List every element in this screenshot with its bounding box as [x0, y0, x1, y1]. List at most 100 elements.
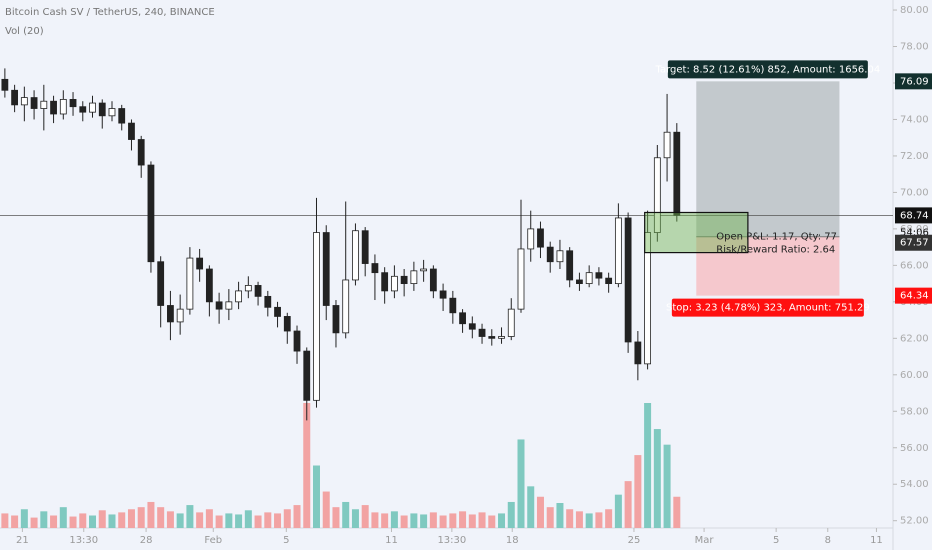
- volume-bar: [468, 514, 476, 528]
- candle-body: [644, 232, 651, 365]
- volume-bar: [478, 512, 486, 528]
- volume-bar: [605, 509, 613, 528]
- volume-bar: [381, 513, 389, 528]
- volume-bar: [595, 512, 603, 528]
- volume-bar: [157, 507, 165, 528]
- x-tick-label: 18: [506, 535, 519, 546]
- volume-bar: [244, 510, 252, 528]
- candle-body: [157, 261, 165, 306]
- candle-body: [79, 106, 87, 113]
- candle-body: [546, 246, 554, 263]
- candle-body: [215, 301, 223, 310]
- volume-bar: [98, 510, 106, 528]
- volume-bar: [536, 496, 544, 528]
- candle-body: [30, 97, 38, 109]
- volume-bar: [166, 511, 174, 528]
- pnl-label: Open P&L: 1.17, Qty: 77: [716, 232, 837, 243]
- y-tick-label: 52.00: [900, 516, 929, 527]
- candle-body: [59, 98, 67, 115]
- volume-bar: [517, 439, 525, 528]
- volume-bar: [108, 514, 116, 528]
- candle-body: [468, 323, 476, 330]
- candle-body: [264, 295, 272, 308]
- stop-label-bg: [671, 298, 864, 317]
- candle-body: [537, 228, 544, 248]
- candle-body: [89, 102, 96, 113]
- candle-body: [595, 272, 603, 279]
- volume-bar: [264, 512, 272, 528]
- candle-body: [371, 263, 379, 274]
- entry-badge-bg: [895, 234, 932, 251]
- candle-body: [576, 279, 583, 285]
- volume-bar: [186, 505, 194, 528]
- y-tick-label: 70.00: [900, 187, 929, 198]
- candle-body: [332, 305, 340, 334]
- volume-bar: [196, 512, 204, 528]
- candle-body: [313, 232, 320, 401]
- volume-bar: [176, 513, 184, 528]
- x-tick-label: 13:30: [437, 535, 466, 546]
- candle-body: [439, 290, 447, 299]
- candle-body: [50, 100, 57, 115]
- volume-bar: [585, 513, 593, 528]
- x-tick-label: 5: [283, 535, 289, 546]
- volume-bar: [673, 496, 681, 528]
- target-zone: [696, 81, 840, 237]
- candle-body: [556, 250, 564, 263]
- x-tick-label: 8: [825, 535, 831, 546]
- volume-bar: [235, 514, 243, 528]
- stop-label: Stop: 3.23 (4.78%) 323, Amount: 751.29: [666, 303, 870, 314]
- volume-bar: [488, 515, 496, 528]
- volume-bar: [556, 503, 564, 528]
- candle-body: [585, 272, 593, 285]
- candle-body: [391, 275, 398, 292]
- candle-body: [361, 230, 369, 264]
- candle-body: [429, 268, 437, 292]
- x-tick-label: 13:30: [69, 535, 98, 546]
- x-tick-label: Mar: [695, 535, 715, 546]
- candle-body: [196, 257, 204, 270]
- candle-body: [624, 217, 632, 343]
- candle-body: [225, 301, 233, 310]
- volume-bar: [546, 507, 554, 528]
- volume-bar: [79, 513, 87, 528]
- volume-bar: [322, 491, 330, 528]
- stop-badge-bg: [895, 287, 932, 304]
- candle-body: [1, 78, 9, 91]
- candle-body: [118, 108, 126, 124]
- volume-bar: [332, 507, 340, 528]
- y-tick-label: 60.00: [900, 370, 929, 381]
- candle-body: [176, 308, 184, 323]
- target-badge: 76.09: [900, 76, 929, 87]
- volume-bar: [663, 444, 671, 528]
- volume-bar: [20, 509, 28, 528]
- y-tick-label: 66.00: [900, 260, 929, 271]
- candle-body: [128, 122, 135, 140]
- y-tick-label: 62.00: [900, 333, 929, 344]
- x-tick-label: 25: [628, 535, 641, 546]
- volume-bar: [283, 509, 291, 528]
- volume-bar: [118, 512, 126, 528]
- volume-bar: [342, 501, 350, 528]
- candle-body: [283, 316, 291, 332]
- candle-body: [108, 108, 116, 117]
- volume-bar: [614, 494, 622, 528]
- volume-bar: [137, 507, 145, 528]
- candle-body: [605, 277, 613, 285]
- volume-bar: [507, 501, 515, 528]
- y-tick-label: 56.00: [900, 443, 929, 454]
- candle-body: [614, 217, 622, 285]
- candle-body: [352, 230, 359, 281]
- candle-body: [205, 268, 213, 303]
- candle-body: [69, 98, 77, 108]
- target-label-bg: [667, 60, 868, 79]
- y-tick-label: 74.00: [900, 114, 929, 125]
- volume-bar: [439, 515, 447, 528]
- candle-body: [11, 89, 19, 106]
- candle-body: [527, 228, 535, 250]
- y-tick-label: 80.00: [900, 5, 929, 16]
- target-label: Target: 8.52 (12.61%) 852, Amount: 1656.…: [655, 64, 881, 75]
- entry-badge: 67.57: [900, 238, 929, 249]
- candle-body: [274, 306, 281, 317]
